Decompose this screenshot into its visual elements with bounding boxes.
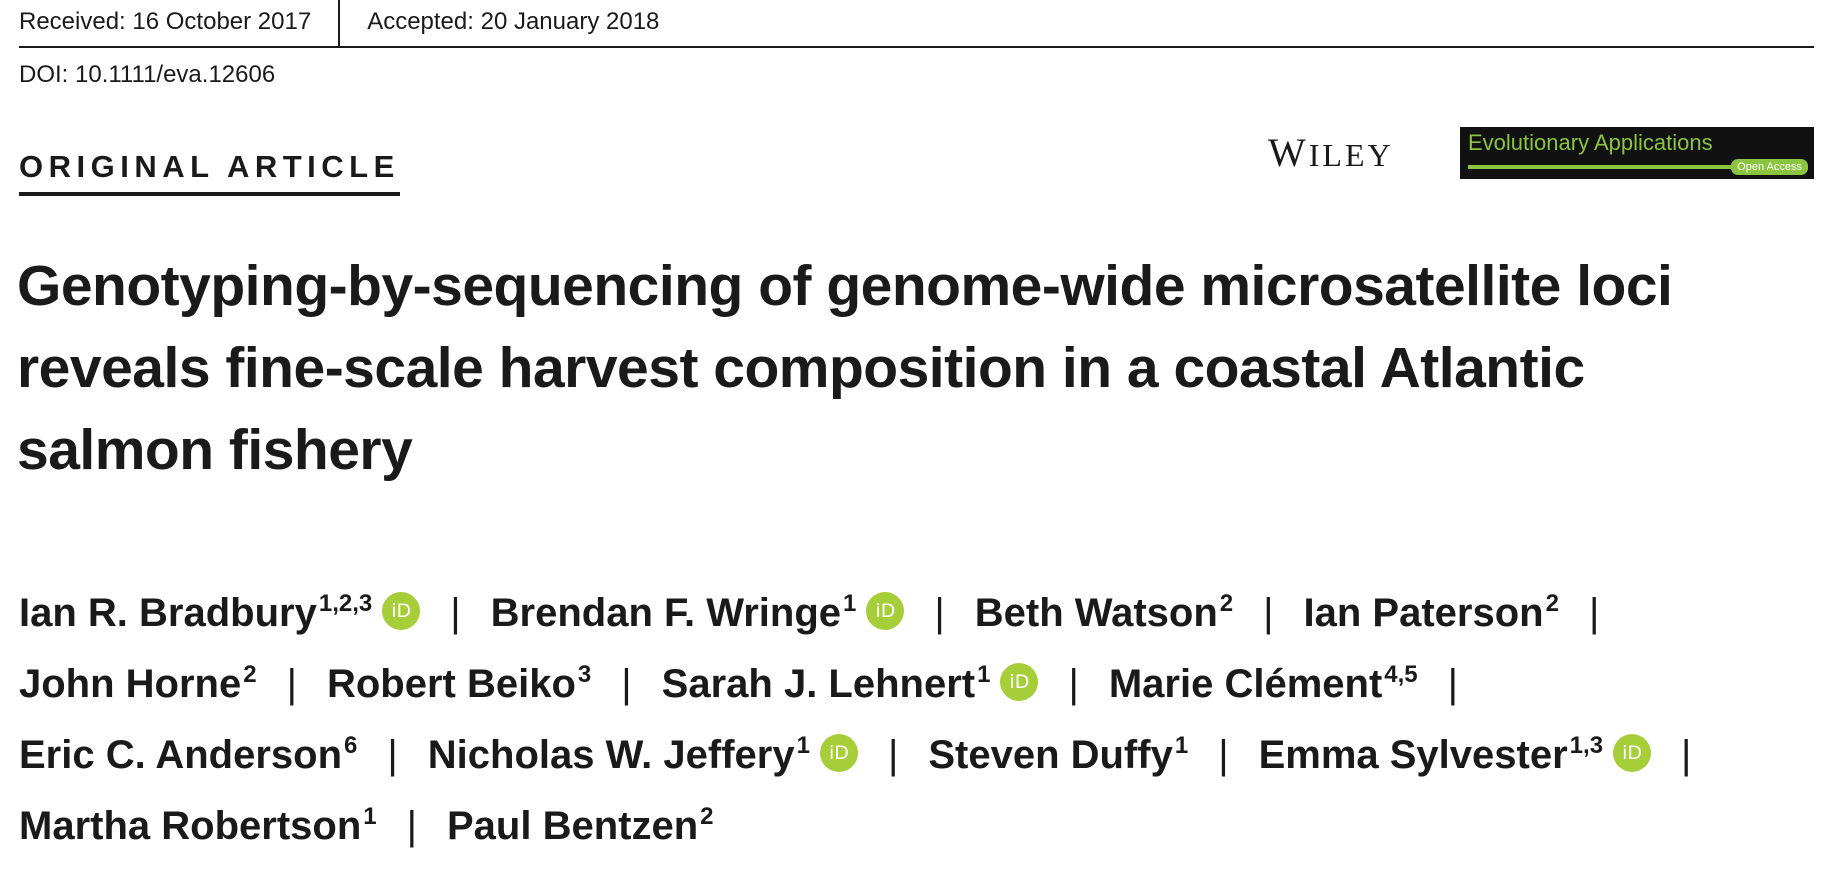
author-separator: | [1447,662,1459,706]
author-name: Marie Clément [1108,662,1383,706]
author-separator: | [887,733,899,777]
author-name: Steven Duffy [928,733,1173,777]
author-list: Ian R. Bradbury 1,2,3 iD | Brendan F. Wri… [19,565,1819,849]
author-affiliation: 1 [1174,732,1189,759]
author-name: Robert Beiko [326,662,576,706]
author[interactable]: Marie Clément 4,5 [1109,661,1418,707]
author[interactable]: Ian Paterson 2 [1304,590,1559,636]
orcid-icon[interactable]: iD [866,592,905,630]
publisher-logo-initial: W [1268,130,1309,175]
author-affiliation: 2 [1545,590,1559,617]
open-access-badge: Open Access [1731,159,1808,175]
author-affiliation: 1 [363,803,377,830]
author-line: Eric C. Anderson 6 | Nicholas W. Jeffery 1… [19,707,1819,778]
accepted-date: Accepted: 20 January 2018 [367,8,660,35]
author-separator: | [1068,662,1079,706]
header-divider [338,0,341,46]
article-dates-header: Received: 16 October 2017 Accepted: 20 J… [19,0,1814,48]
author-name: Nicholas W. Jeffery [427,733,795,777]
author-name: John Horne [19,662,242,706]
doi-link[interactable]: DOI: 10.1111/eva.12606 [19,61,276,88]
author[interactable]: Robert Beiko 3 [327,661,591,707]
author[interactable]: Beth Watson 2 [975,590,1233,636]
author-separator: | [1588,591,1600,635]
orcid-icon[interactable]: iD [1613,734,1652,772]
author-affiliation: 4,5 [1384,661,1418,688]
author-line: John Horne 2 | Robert Beiko 3 | Sarah J. L… [19,636,1819,707]
author-name: Sarah J. Lehnert [661,662,976,706]
author-affiliation: 3 [577,661,592,688]
author-name: Emma Sylvester [1258,733,1568,777]
author-line: Martha Robertson 1 | Paul Bentzen 2 [19,778,1819,849]
author-name: Eric C. Anderson [19,733,343,777]
title-line-3: salmon fishery [17,418,413,482]
author-separator: | [286,662,297,706]
author-name: Beth Watson [974,591,1218,635]
author-separator: | [387,733,398,777]
author-name: Ian R. Bradbury [19,591,317,635]
author-affiliation: 1 [843,590,857,617]
title-line-2: reveals fine-scale harvest composition i… [17,336,1585,400]
author-affiliation: 1,3 [1569,732,1604,759]
author[interactable]: John Horne 2 [19,661,257,707]
author-separator: | [1263,591,1274,635]
author-name: Ian Paterson [1303,591,1544,635]
author[interactable]: Paul Bentzen 2 [447,803,714,849]
author-name: Brendan F. Wringe [490,591,842,635]
author[interactable]: Ian R. Bradbury 1,2,3 iD [19,590,421,636]
journal-accent-bar [1468,165,1808,169]
orcid-icon[interactable]: iD [382,592,421,630]
author-separator: | [1681,733,1692,777]
author-name: Martha Robertson [19,804,362,848]
author-separator: | [1218,733,1229,777]
author-line: Ian R. Bradbury 1,2,3 iD | Brendan F. Wri… [19,565,1819,636]
author-affiliation: 2 [1219,590,1234,617]
author-affiliation: 1 [977,661,991,688]
orcid-icon[interactable]: iD [819,734,858,772]
author[interactable]: Nicholas W. Jeffery 1 iD [428,732,858,778]
author-affiliation: 1 [796,732,810,759]
author-affiliation: 2 [700,803,714,830]
article-title: Genotyping-by-sequencing of genome-wide … [17,245,1817,491]
author-name: Paul Bentzen [447,804,699,848]
author-separator: | [450,591,461,635]
title-line-1: Genotyping-by-sequencing of genome-wide … [17,254,1673,318]
article-type-label: ORIGINAL ARTICLE [19,150,400,196]
author[interactable]: Emma Sylvester 1,3 iD [1258,732,1652,778]
publisher-logo: WILEY [1268,131,1394,177]
author[interactable]: Brendan F. Wringe 1 iD [491,590,905,636]
journal-badge[interactable]: Evolutionary Applications Open Access [1460,127,1814,179]
author-separator: | [406,804,417,848]
author-affiliation: 6 [344,732,358,759]
orcid-icon[interactable]: iD [1000,663,1039,701]
journal-name: Evolutionary Applications [1468,130,1713,155]
author[interactable]: Eric C. Anderson 6 [19,732,357,778]
author-affiliation: 1,2,3 [318,590,373,617]
author-separator: | [621,662,632,706]
publisher-logo-rest: ILEY [1308,137,1394,173]
author[interactable]: Martha Robertson 1 [19,803,377,849]
author[interactable]: Sarah J. Lehnert 1 iD [662,661,1039,707]
author-affiliation: 2 [243,661,257,688]
author[interactable]: Steven Duffy 1 [928,732,1188,778]
author-separator: | [934,591,945,635]
received-date: Received: 16 October 2017 [19,8,312,35]
